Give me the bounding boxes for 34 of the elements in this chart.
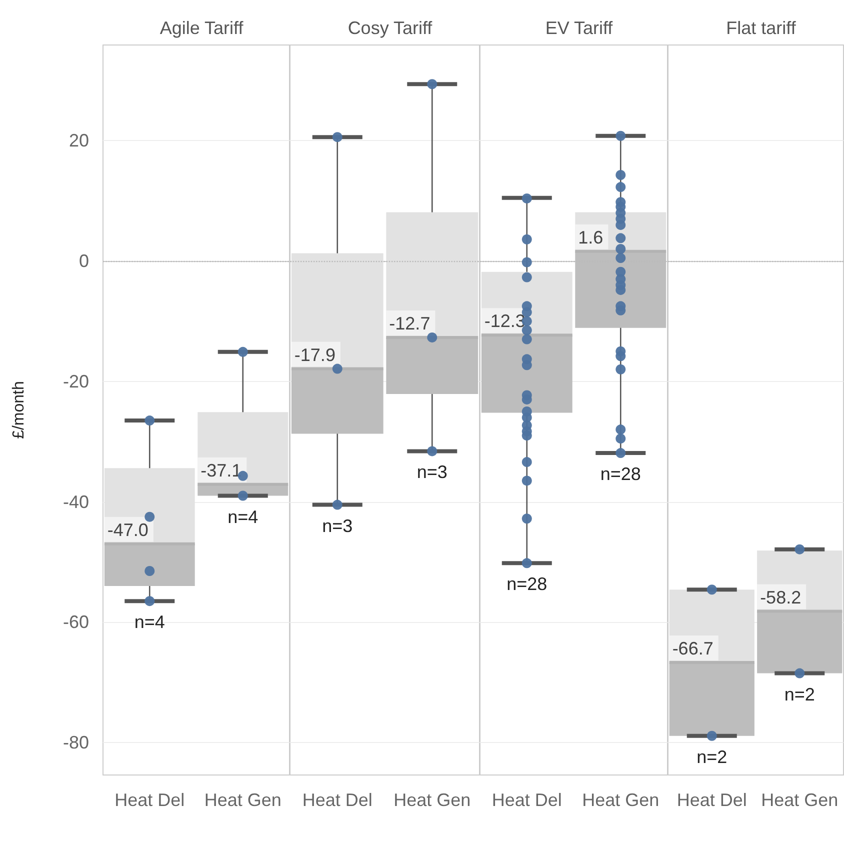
annotation: n=2 (784, 684, 815, 704)
annotation: -47.0 (107, 520, 148, 540)
chart-title: EV Tariff (545, 18, 614, 38)
annotation: n=3 (322, 516, 353, 536)
y-tick-label: -60 (62, 612, 89, 632)
x-tick-label: Heat Gen (204, 790, 282, 810)
annotation: n=4 (134, 612, 165, 632)
y-tick-label: -20 (62, 371, 89, 392)
x-tick-label: Heat Gen (582, 790, 660, 810)
annotation: -12.7 (389, 313, 430, 334)
annotation: n=4 (228, 506, 258, 527)
chart-title: Agile Tariff (160, 18, 244, 38)
y-tick-label: 0 (78, 251, 89, 272)
x-tick-label: Heat Del (114, 790, 185, 810)
y-tick-label: -40 (62, 492, 89, 512)
annotation: n=28 (600, 464, 641, 484)
annotation: -17.9 (294, 344, 336, 365)
annotation: -66.7 (672, 638, 714, 658)
annotation: n=2 (696, 746, 728, 767)
x-tick-label: Heat Del (492, 790, 562, 810)
y-axis-title: £/month (10, 381, 28, 439)
annotation: 1.6 (578, 227, 604, 248)
annotation: n=3 (416, 462, 448, 482)
chart-title: Cosy Tariff (348, 18, 434, 38)
annotation: n=28 (506, 574, 548, 594)
annotation: -37.1 (200, 460, 242, 480)
y-tick-label: -80 (62, 732, 89, 752)
annotation: -58.2 (760, 587, 802, 608)
x-tick-label: Heat Del (676, 790, 747, 810)
y-tick-label: 20 (68, 130, 89, 151)
x-tick-label: Heat Del (302, 790, 372, 810)
x-tick-label: Heat Gen (394, 790, 471, 810)
chart-title: Flat tariff (726, 18, 797, 38)
x-tick-label: Heat Gen (761, 790, 838, 810)
